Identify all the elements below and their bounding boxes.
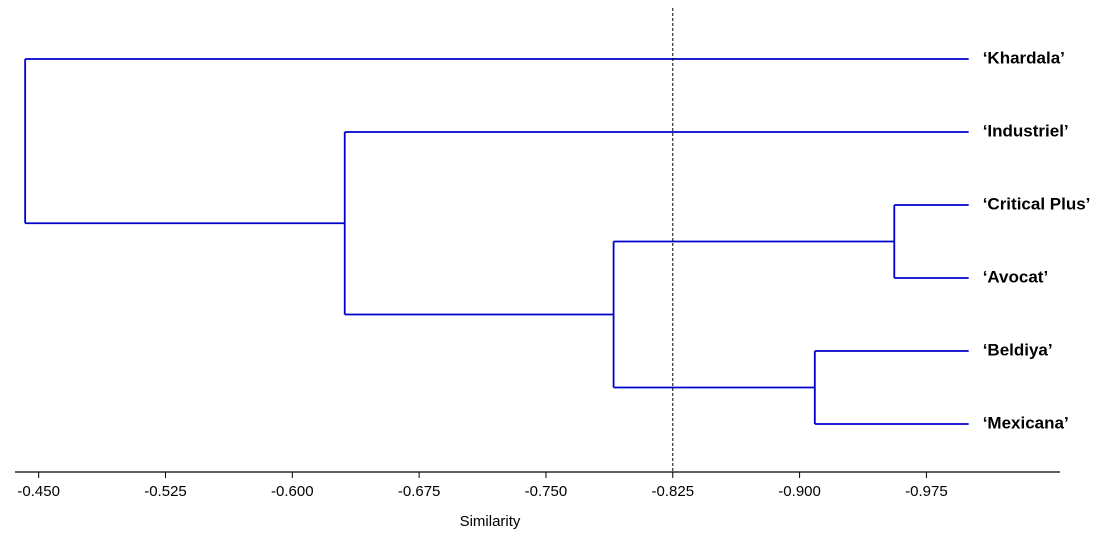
x-axis-label: Similarity (460, 513, 521, 530)
x-tick-label: -0.450 (17, 483, 60, 500)
x-tick-label: -0.525 (144, 483, 187, 500)
x-tick-label: -0.600 (271, 483, 314, 500)
leaf-label: ‘Avocat’ (983, 267, 1049, 286)
x-tick-label: -0.975 (905, 483, 948, 500)
x-tick-label: -0.825 (652, 483, 695, 500)
x-tick-label: -0.750 (525, 483, 568, 500)
leaf-label: ‘Khardala’ (983, 48, 1065, 67)
x-tick-label: -0.900 (778, 483, 821, 500)
leaf-label: ‘Mexicana’ (983, 413, 1069, 432)
leaf-label: ‘Beldiya’ (983, 340, 1053, 359)
leaf-label: ‘Critical Plus’ (983, 194, 1091, 213)
x-tick-label: -0.675 (398, 483, 441, 500)
leaf-label: ‘Industriel’ (983, 121, 1069, 140)
